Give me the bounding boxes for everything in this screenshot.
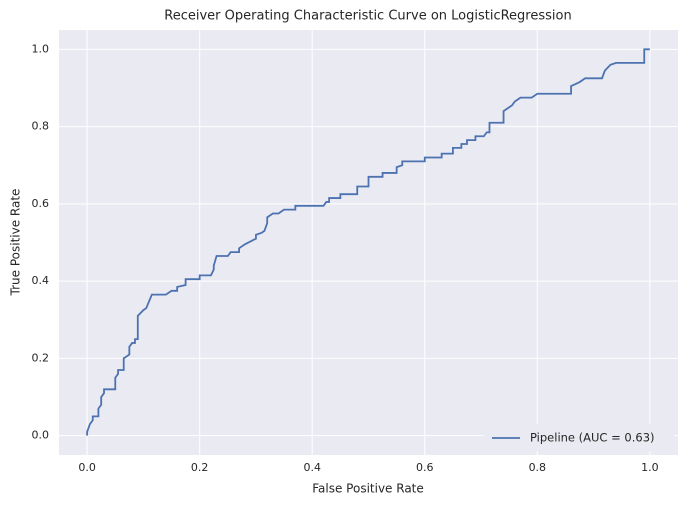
plot-area bbox=[59, 30, 678, 455]
legend-box bbox=[483, 424, 675, 452]
x-tick-label: 0.2 bbox=[191, 461, 209, 474]
marks bbox=[86, 48, 650, 436]
grid: 0.0 0.2 0.4 0.6 0.8 1.0 0.0 0.2 0.4 0.6 0.8 1.0 bbox=[32, 30, 678, 474]
y-tick-label: 0.0 bbox=[32, 429, 50, 442]
x-tick-label: 0.4 bbox=[303, 461, 321, 474]
y-tick-label: 0.8 bbox=[32, 120, 50, 133]
legend-label: Pipeline (AUC = 0.63) bbox=[530, 431, 655, 445]
roc-line bbox=[86, 48, 650, 436]
y-tick-label: 0.4 bbox=[32, 274, 50, 287]
x-tick-label: 1.0 bbox=[641, 461, 659, 474]
legend: Pipeline (AUC = 0.63) bbox=[483, 424, 675, 452]
y-tick-label: 1.0 bbox=[32, 42, 50, 55]
y-tick-label: 0.6 bbox=[32, 197, 50, 210]
x-tick-label: 0.0 bbox=[78, 461, 96, 474]
chart-title: Receiver Operating Characteristic Curve … bbox=[164, 9, 571, 24]
x-axis-label: False Positive Rate bbox=[312, 482, 424, 496]
x-tick-label: 0.6 bbox=[416, 461, 434, 474]
x-tick-label: 0.8 bbox=[529, 461, 547, 474]
y-tick-label: 0.2 bbox=[32, 351, 50, 364]
y-axis-label: True Positive Rate bbox=[9, 189, 23, 297]
